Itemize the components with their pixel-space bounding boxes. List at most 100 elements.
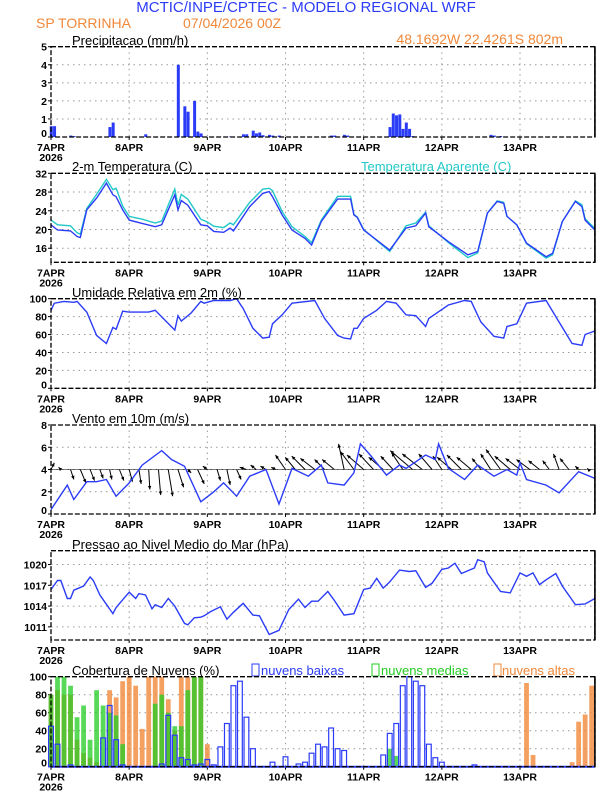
rh-panel: 0 20 40 60 80 100 7APR 8APR 9APR 10APR 11APR 12APR 1… bbox=[29, 294, 596, 415]
cloud-bar-nuvens-baixas bbox=[341, 749, 348, 768]
cloud-bar-nuvens-medias bbox=[172, 726, 178, 767]
precip-bar bbox=[391, 113, 395, 137]
wind-vector-head bbox=[314, 459, 319, 464]
y-tick-label: 28 bbox=[35, 187, 47, 199]
x-tick-label: 12APR bbox=[425, 142, 459, 154]
legend-swatch-medium bbox=[371, 663, 380, 677]
legend-swatch-high bbox=[493, 663, 502, 677]
legend-label-medium: nuvens medias bbox=[381, 663, 469, 678]
y-tick-label: 24 bbox=[35, 206, 47, 218]
precip-bar bbox=[69, 135, 73, 137]
temp-series-line bbox=[50, 181, 596, 258]
y-tick-label: 2 bbox=[41, 96, 47, 108]
rh-series-line bbox=[50, 297, 596, 347]
x-tick-label: 13APR bbox=[503, 645, 537, 657]
wind-vector-head bbox=[291, 456, 296, 460]
wind-vector bbox=[157, 469, 162, 496]
cloud-bar-nuvens-altas bbox=[139, 728, 145, 767]
x-tick-label: 8APR bbox=[115, 267, 143, 279]
x-tick-label: 10APR bbox=[269, 267, 303, 279]
precip-bar bbox=[271, 135, 275, 137]
x-tick-label: 10APR bbox=[269, 142, 303, 154]
wind-vector-head bbox=[58, 467, 63, 472]
wind-vector-head bbox=[516, 459, 521, 464]
cloud-bar-nuvens-baixas bbox=[412, 680, 419, 768]
wind-vector bbox=[340, 451, 355, 470]
wind-vector-head bbox=[300, 458, 305, 462]
wind-vector-head bbox=[402, 453, 407, 458]
wind-vector-head bbox=[337, 443, 342, 448]
precip-bar bbox=[193, 100, 197, 137]
cloud-bar-nuvens-altas bbox=[120, 681, 126, 767]
y-tick-label: 80 bbox=[35, 312, 47, 324]
cloud-bar-nuvens-baixas bbox=[380, 754, 387, 768]
precip-bar bbox=[53, 126, 57, 137]
cloud-bar-nuvens-baixas bbox=[406, 676, 413, 768]
x-year-label: 2026 bbox=[39, 152, 63, 164]
wind-vector-head bbox=[51, 462, 55, 467]
wind-vector-head bbox=[587, 468, 592, 473]
x-tick-label: 8APR bbox=[115, 142, 143, 154]
wind-vector-head bbox=[260, 466, 265, 470]
cloud-bar-nuvens-medias bbox=[74, 717, 80, 767]
cloud-bar-nuvens-medias bbox=[165, 712, 171, 767]
wind-vector-head bbox=[170, 492, 174, 497]
wind-vector-head bbox=[346, 455, 351, 459]
x-tick-label: 9APR bbox=[193, 267, 221, 279]
y-tick-label: 8 bbox=[41, 420, 47, 432]
y-tick-label: 1 bbox=[41, 114, 47, 126]
x-tick-label: 9APR bbox=[193, 519, 221, 531]
wind-series-line bbox=[50, 441, 596, 510]
wind-vector bbox=[485, 449, 501, 470]
cloud-bar-nuvens-medias bbox=[393, 755, 399, 767]
cloud-bar-nuvens-baixas bbox=[249, 748, 256, 768]
cloud-bar-nuvens-medias bbox=[61, 676, 67, 767]
y-tick-label: 1017 bbox=[24, 580, 48, 592]
precip-panel: 0 1 2 3 4 5 7APR 8APR 9APR 10APR 11APR 12APR 13APR 20… bbox=[37, 42, 596, 164]
x-tick-label: 12APR bbox=[425, 519, 459, 531]
y-tick-label: 4 bbox=[41, 465, 47, 477]
wind-vector-head bbox=[505, 458, 510, 462]
cloud-bar-nuvens-medias bbox=[120, 744, 126, 767]
x-tick-label: 7APR bbox=[37, 267, 65, 279]
precip-bar bbox=[277, 135, 281, 137]
precip-bar bbox=[254, 133, 258, 137]
cloud-bar-nuvens-altas bbox=[133, 685, 139, 767]
cloud-bar-nuvens-baixas bbox=[223, 722, 230, 768]
x-tick-label: 11APR bbox=[347, 393, 381, 405]
cloud-bar-nuvens-medias bbox=[55, 676, 60, 767]
cloud-bar-nuvens-altas bbox=[524, 683, 529, 767]
cloud-legend-low: nuvens baixas bbox=[251, 663, 345, 678]
pressure-panel: 1011 1014 1017 1020 7APR 8APR 9APR 10APR 11APR 12… bbox=[24, 550, 596, 667]
x-tick-label: 7APR bbox=[37, 772, 65, 784]
wind-vector-head bbox=[559, 458, 564, 463]
x-tick-label: 13APR bbox=[503, 519, 537, 531]
temp-panel: 16 20 24 28 32 7APR 8APR 9APR 10APR 11APR 12APR 13A… bbox=[35, 168, 596, 289]
y-tick-label: 100 bbox=[29, 294, 47, 306]
x-tick-label: 13APR bbox=[503, 267, 537, 279]
legend-label-low: nuvens baixas bbox=[261, 663, 345, 678]
main-title: MCTIC/INPE/CPTEC - MODELO REGIONAL WRF bbox=[136, 0, 475, 16]
legend-label-high: nuvens altas bbox=[502, 663, 575, 678]
precip-bar bbox=[492, 135, 496, 137]
precip-bar bbox=[329, 135, 333, 137]
y-tick-label: 20 bbox=[35, 365, 47, 377]
x-tick-label: 11APR bbox=[347, 772, 381, 784]
precip-bar bbox=[258, 132, 262, 137]
station-name: SP TORRINHA bbox=[36, 15, 132, 31]
wind-vector-head bbox=[180, 483, 185, 488]
cloud-bar-nuvens-baixas bbox=[243, 716, 250, 768]
x-tick-label: 8APR bbox=[115, 393, 143, 405]
cloud-bar-nuvens-altas bbox=[582, 714, 588, 767]
y-tick-label: 5 bbox=[41, 42, 47, 54]
y-tick-label: 32 bbox=[35, 168, 47, 180]
y-tick-label: 1020 bbox=[24, 560, 48, 572]
x-tick-label: 12APR bbox=[425, 645, 459, 657]
y-tick-label: 60 bbox=[35, 330, 47, 342]
wind-vector-head bbox=[391, 452, 396, 457]
precip-bar bbox=[144, 134, 148, 137]
cloud-frame bbox=[50, 676, 596, 768]
precip-bar bbox=[489, 134, 493, 137]
cloud-bar-nuvens-baixas bbox=[308, 752, 315, 768]
